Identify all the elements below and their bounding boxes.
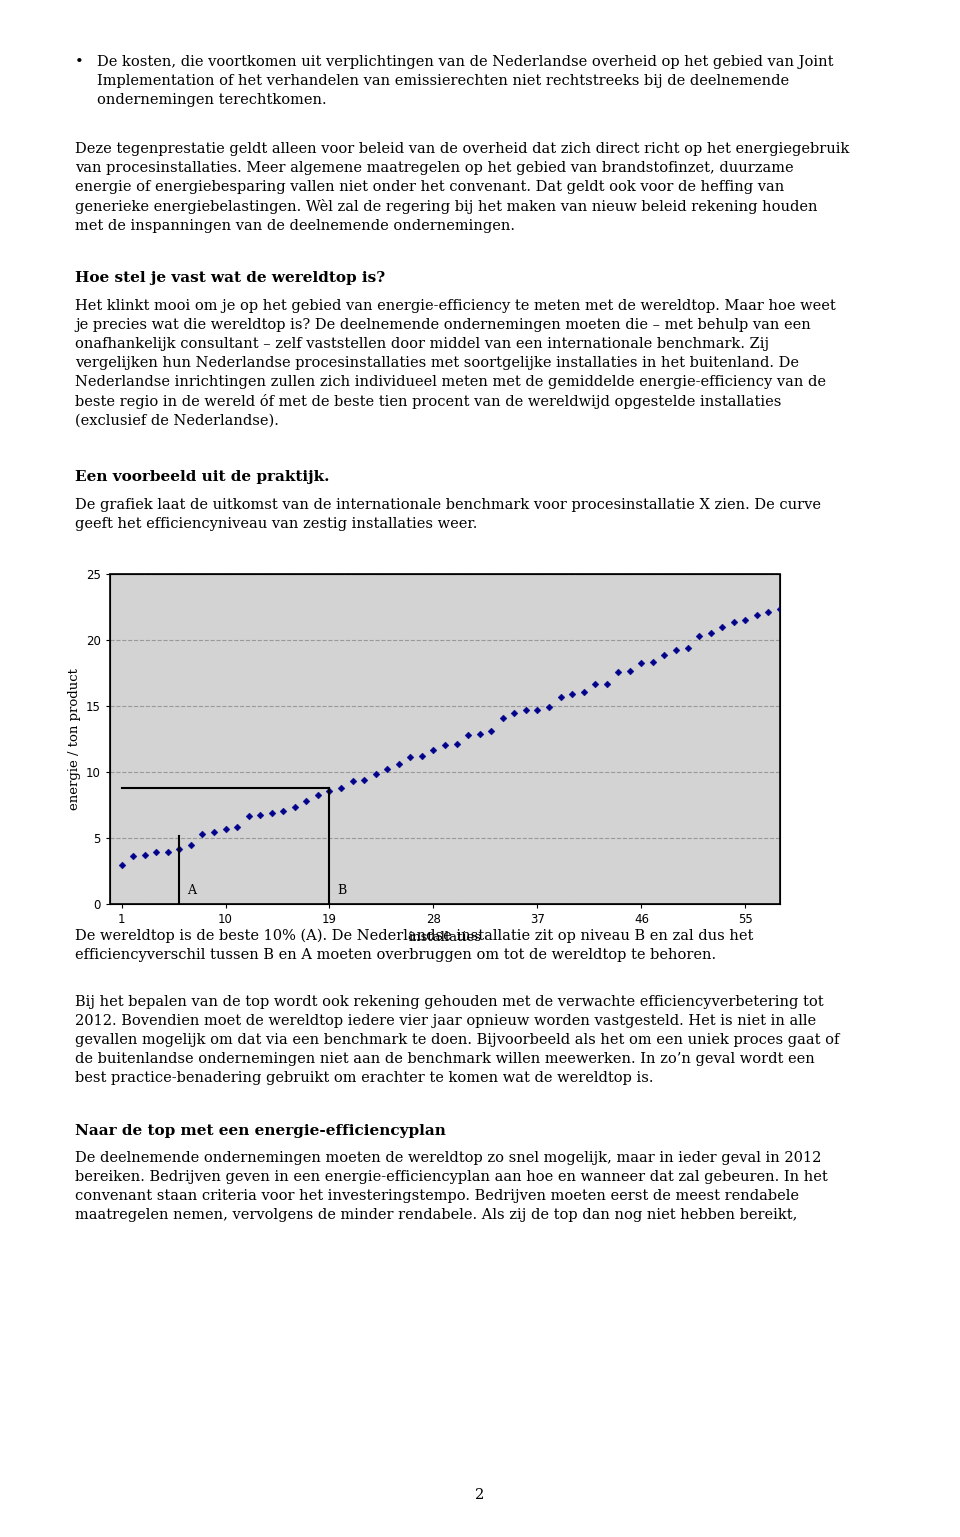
Y-axis label: energie / ton product: energie / ton product	[67, 669, 81, 810]
Text: De grafiek laat de uitkomst van de internationale benchmark voor procesinstallat: De grafiek laat de uitkomst van de inter…	[75, 498, 821, 530]
Text: •: •	[75, 55, 84, 69]
Text: De kosten, die voortkomen uit verplichtingen van de Nederlandse overheid op het : De kosten, die voortkomen uit verplichti…	[97, 55, 833, 108]
Bar	[110, 573, 780, 904]
X-axis label: installaties: installaties	[409, 931, 482, 944]
Text: 2: 2	[475, 1488, 485, 1502]
Text: Bij het bepalen van de top wordt ook rekening gehouden met de verwachte efficien: Bij het bepalen van de top wordt ook rek…	[75, 994, 839, 1085]
Text: De wereldtop is de beste 10% (A). De Nederlandse installatie zit op niveau B en : De wereldtop is de beste 10% (A). De Ned…	[75, 928, 754, 962]
Text: A: A	[187, 884, 197, 898]
Text: Deze tegenprestatie geldt alleen voor beleid van de overheid dat zich direct ric: Deze tegenprestatie geldt alleen voor be…	[75, 141, 850, 234]
Text: B: B	[338, 884, 347, 898]
Text: Het klinkt mooi om je op het gebied van energie-efficiency te meten met de werel: Het klinkt mooi om je op het gebied van …	[75, 298, 836, 427]
Text: Hoe stel je vast wat de wereldtop is?: Hoe stel je vast wat de wereldtop is?	[75, 272, 385, 286]
Text: Naar de top met een energie-efficiencyplan: Naar de top met een energie-efficiencypl…	[75, 1124, 445, 1137]
Text: De deelnemende ondernemingen moeten de wereldtop zo snel mogelijk, maar in ieder: De deelnemende ondernemingen moeten de w…	[75, 1151, 828, 1222]
Text: Een voorbeeld uit de praktijk.: Een voorbeeld uit de praktijk.	[75, 470, 329, 484]
